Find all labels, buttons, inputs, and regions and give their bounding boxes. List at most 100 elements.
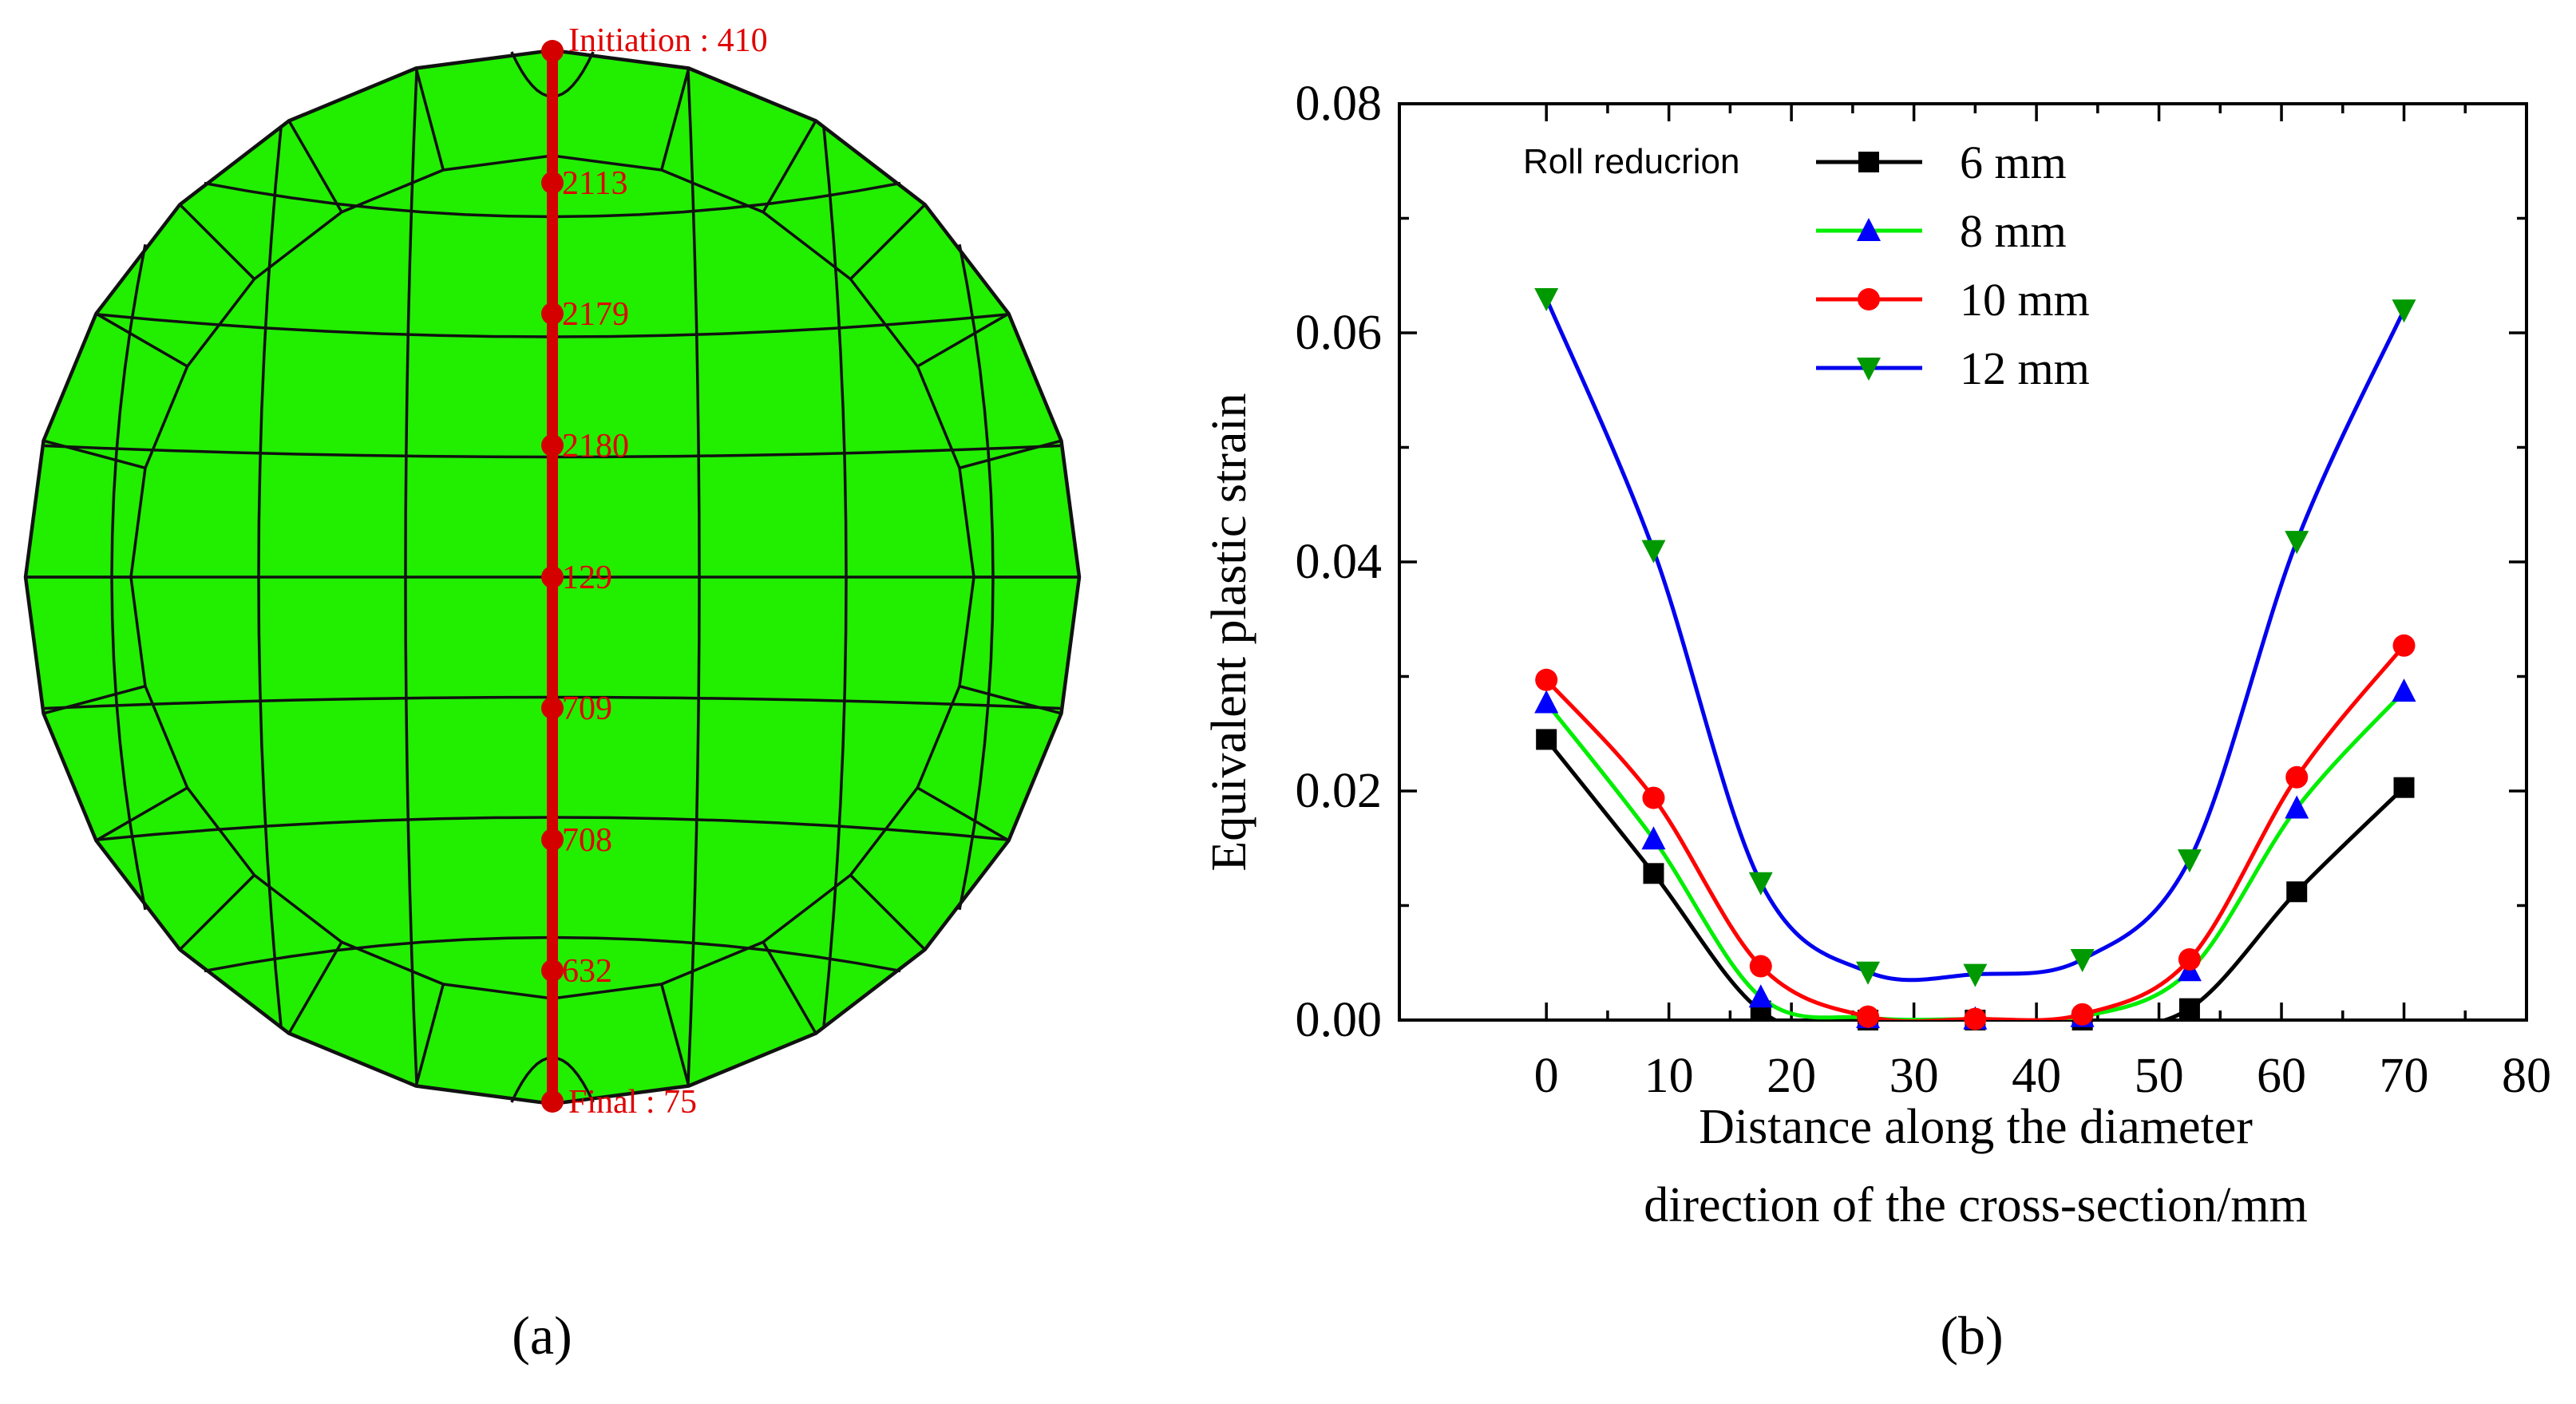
y-tick-label: 0.02	[1296, 764, 1383, 818]
mesh-radial-edge	[95, 786, 188, 842]
data-point	[2392, 678, 2416, 702]
data-point	[1534, 690, 1559, 714]
node-marker	[541, 172, 564, 194]
mesh-radial-edge	[414, 983, 445, 1086]
panel-label-a: (a)	[512, 1305, 572, 1366]
node-label: 709	[562, 690, 612, 727]
series-line	[1544, 298, 2406, 983]
node-marker	[541, 566, 564, 588]
y-axis-title: Equivalent plastic strain	[1202, 393, 1256, 871]
node-label: 2179	[562, 296, 629, 333]
x-tick-label: 20	[1767, 1049, 1816, 1103]
mesh-radial-edge	[287, 941, 343, 1034]
mesh-radial-edge	[762, 941, 817, 1034]
legend-title: Roll reducrion	[1523, 142, 1739, 181]
series-line	[1545, 738, 2406, 1020]
data-point	[1748, 984, 1773, 1008]
data-point	[1534, 287, 1559, 311]
data-point	[2285, 531, 2309, 555]
measurement-path-nodes: Initiation : 410 2113 2179 2180 129	[541, 22, 768, 1121]
data-point	[2286, 881, 2308, 903]
node-marker	[541, 697, 564, 719]
series-6-mm	[1536, 729, 2415, 1030]
x-axis-title-line-1: Distance along the diameter	[1699, 1100, 2253, 1154]
path-node: 709	[541, 690, 612, 727]
data-point	[1964, 1007, 1987, 1030]
path-node: 2180	[541, 428, 629, 465]
strain-chart: 0 10 20 30 40 50 60 70 80 0.00 0.02 0.04 0.06 0.08 Ro…	[1202, 77, 2551, 1366]
series-10-mm	[1535, 634, 2416, 1030]
legend-marker	[1857, 358, 1881, 381]
legend-items: 6 mm 8 mm 10 mm 12 mm	[1816, 136, 2090, 394]
data-point	[1857, 1005, 1880, 1028]
legend-item: 6 mm	[1816, 136, 2067, 188]
mesh-panel: Initiation : 410 2113 2179 2180 129	[23, 22, 1082, 1366]
path-node: 2179	[541, 296, 629, 333]
data-point	[2285, 765, 2309, 789]
x-tick-label: 40	[2012, 1049, 2061, 1103]
data-point	[2392, 634, 2416, 657]
mesh-radial-edge	[916, 312, 1010, 368]
path-node: 708	[541, 822, 612, 859]
node-label: 129	[562, 560, 612, 596]
data-point	[1643, 863, 1664, 884]
data-point	[1748, 872, 1773, 896]
legend-label: 12 mm	[1960, 342, 2090, 394]
data-point	[1536, 729, 1557, 750]
node-label: 2180	[562, 428, 629, 465]
mesh-col-line	[687, 70, 701, 1084]
data-point	[2285, 795, 2309, 819]
data-point	[2177, 849, 2202, 873]
node-marker	[541, 959, 564, 982]
axis-tick-labels: 0 10 20 30 40 50 60 70 80 0.00 0.02 0.04 0.06 0.08	[1296, 77, 2552, 1103]
mesh-radial-edge	[916, 786, 1010, 842]
path-node: Initiation : 410	[541, 22, 768, 62]
y-tick-label: 0.08	[1296, 77, 1383, 131]
node-marker	[541, 829, 564, 851]
x-tick-label: 60	[2257, 1049, 2306, 1103]
mesh-radial-edge	[414, 68, 445, 171]
series-layer	[1534, 287, 2416, 1030]
node-marker-final	[541, 1090, 564, 1113]
path-node: 2113	[541, 165, 627, 202]
data-point	[1963, 963, 1988, 987]
x-tick-label: 70	[2380, 1049, 2429, 1103]
mesh-col-line	[257, 127, 283, 1027]
series-12-mm	[1534, 287, 2416, 987]
data-point	[1749, 955, 1772, 978]
mesh-radial-edge	[849, 204, 926, 280]
path-node: 129	[541, 560, 612, 596]
mesh-col-line	[822, 127, 848, 1027]
node-label: 2113	[562, 165, 627, 202]
legend-marker	[1858, 288, 1880, 310]
mesh-radial-edge	[179, 204, 255, 280]
mesh-col-line	[404, 70, 418, 1084]
mesh-radial-edge	[287, 120, 343, 213]
data-point	[2178, 947, 2201, 971]
y-tick-label: 0.04	[1296, 535, 1383, 589]
legend-label: 8 mm	[1960, 205, 2067, 257]
legend-item: 10 mm	[1816, 274, 2090, 326]
panel-label-b: (b)	[1940, 1305, 2003, 1366]
x-tick-label: 50	[2135, 1049, 2184, 1103]
node-label: 708	[562, 822, 612, 859]
mesh-radial-edge	[43, 685, 146, 715]
legend-item: 12 mm	[1816, 342, 2090, 394]
node-marker	[541, 303, 564, 325]
legend-item: 8 mm	[1816, 205, 2067, 257]
data-point	[2070, 948, 2095, 972]
data-point	[1642, 786, 1665, 809]
legend-marker	[1857, 218, 1881, 241]
legend-label: 6 mm	[1960, 136, 2067, 188]
x-tick-label: 10	[1644, 1049, 1694, 1103]
y-tick-label: 0.00	[1296, 993, 1383, 1047]
mesh-radial-edge	[849, 874, 926, 951]
mesh-radial-edge	[660, 68, 690, 171]
data-point	[2178, 998, 2200, 1019]
data-point	[1641, 826, 1666, 850]
x-tick-label: 30	[1889, 1049, 1939, 1103]
x-tick-label: 0	[1534, 1049, 1559, 1103]
node-label-final: Final : 75	[568, 1084, 697, 1121]
legend-label: 10 mm	[1960, 274, 2090, 326]
